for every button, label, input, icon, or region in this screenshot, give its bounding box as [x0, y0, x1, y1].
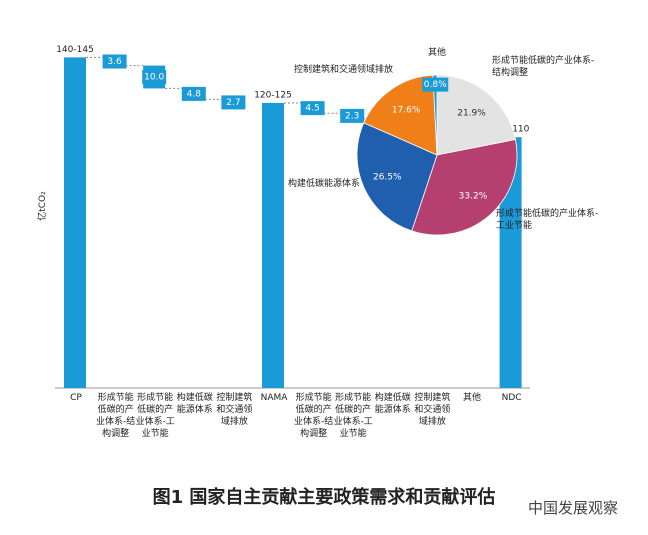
slice-label: 控制建筑和交通领域排放 — [294, 65, 394, 75]
value-label: 3.6 — [107, 57, 122, 67]
value-label: 140-145 — [56, 45, 94, 55]
slice-label: 其他 — [428, 48, 447, 58]
x-tick-label: 其他 — [462, 393, 481, 403]
bar-total — [499, 137, 522, 388]
x-tick-label: 构建低碳能源体系 — [176, 393, 213, 415]
pie-slice — [356, 122, 438, 232]
pie-slice — [432, 74, 438, 156]
value-label: 0.8% — [424, 80, 447, 90]
value-label: 120-125 — [254, 91, 292, 101]
label-box — [422, 77, 449, 92]
label-box — [102, 54, 127, 69]
x-tick-label: NAMA — [260, 393, 288, 403]
slice-label: 构建低碳能源体系 — [288, 179, 361, 189]
x-tick-label: 控制建筑和交通领域排放 — [414, 393, 451, 427]
pie-slice — [363, 74, 438, 156]
value-label: 10.0 — [144, 73, 164, 83]
value-label: 21.9% — [457, 108, 486, 118]
y-axis-label: 亿tCO₂ — [37, 191, 48, 221]
pie-slice — [436, 74, 516, 156]
value-label: 2.3 — [345, 111, 359, 121]
label-box — [181, 86, 206, 101]
x-tick-label: NDC — [501, 393, 522, 403]
value-label: 4.5 — [305, 104, 319, 114]
label-box — [142, 70, 167, 85]
label-box — [340, 108, 365, 123]
x-tick-label: 控制建筑和交通领域排放 — [216, 393, 253, 427]
value-label: 17.6% — [392, 106, 421, 116]
x-tick-label: CP — [70, 393, 82, 403]
slice-label: 形成节能低碳的产业体系-工业节能 — [496, 209, 599, 231]
value-label: 26.5% — [373, 173, 402, 183]
label-box — [221, 95, 246, 110]
x-tick-label: 形成节能低碳的产业体系-工业节能 — [135, 393, 175, 439]
x-tick-label: 形成节能低碳的产业体系-结构调整 — [95, 393, 136, 439]
x-tick-label: 构建低碳能源体系 — [374, 393, 411, 415]
pie-slice — [411, 139, 518, 236]
value-label: 2.7 — [226, 98, 240, 108]
watermark: 中国发展观察 — [528, 499, 619, 517]
value-label: 4.8 — [187, 89, 202, 99]
x-tick-label: 形成节能低碳的产业体系-结构调整 — [293, 393, 334, 439]
x-tick-label: 形成节能低碳的产业体系-工业节能 — [333, 393, 373, 439]
bar-total — [64, 57, 86, 389]
value-label: 33.2% — [459, 191, 488, 201]
bar-total — [262, 103, 284, 388]
slice-label: 形成节能低碳的产业体系-结构调整 — [492, 56, 595, 78]
label-box — [300, 101, 325, 116]
caption: 图1 国家自主贡献主要政策需求和贡献评估 — [152, 487, 496, 508]
